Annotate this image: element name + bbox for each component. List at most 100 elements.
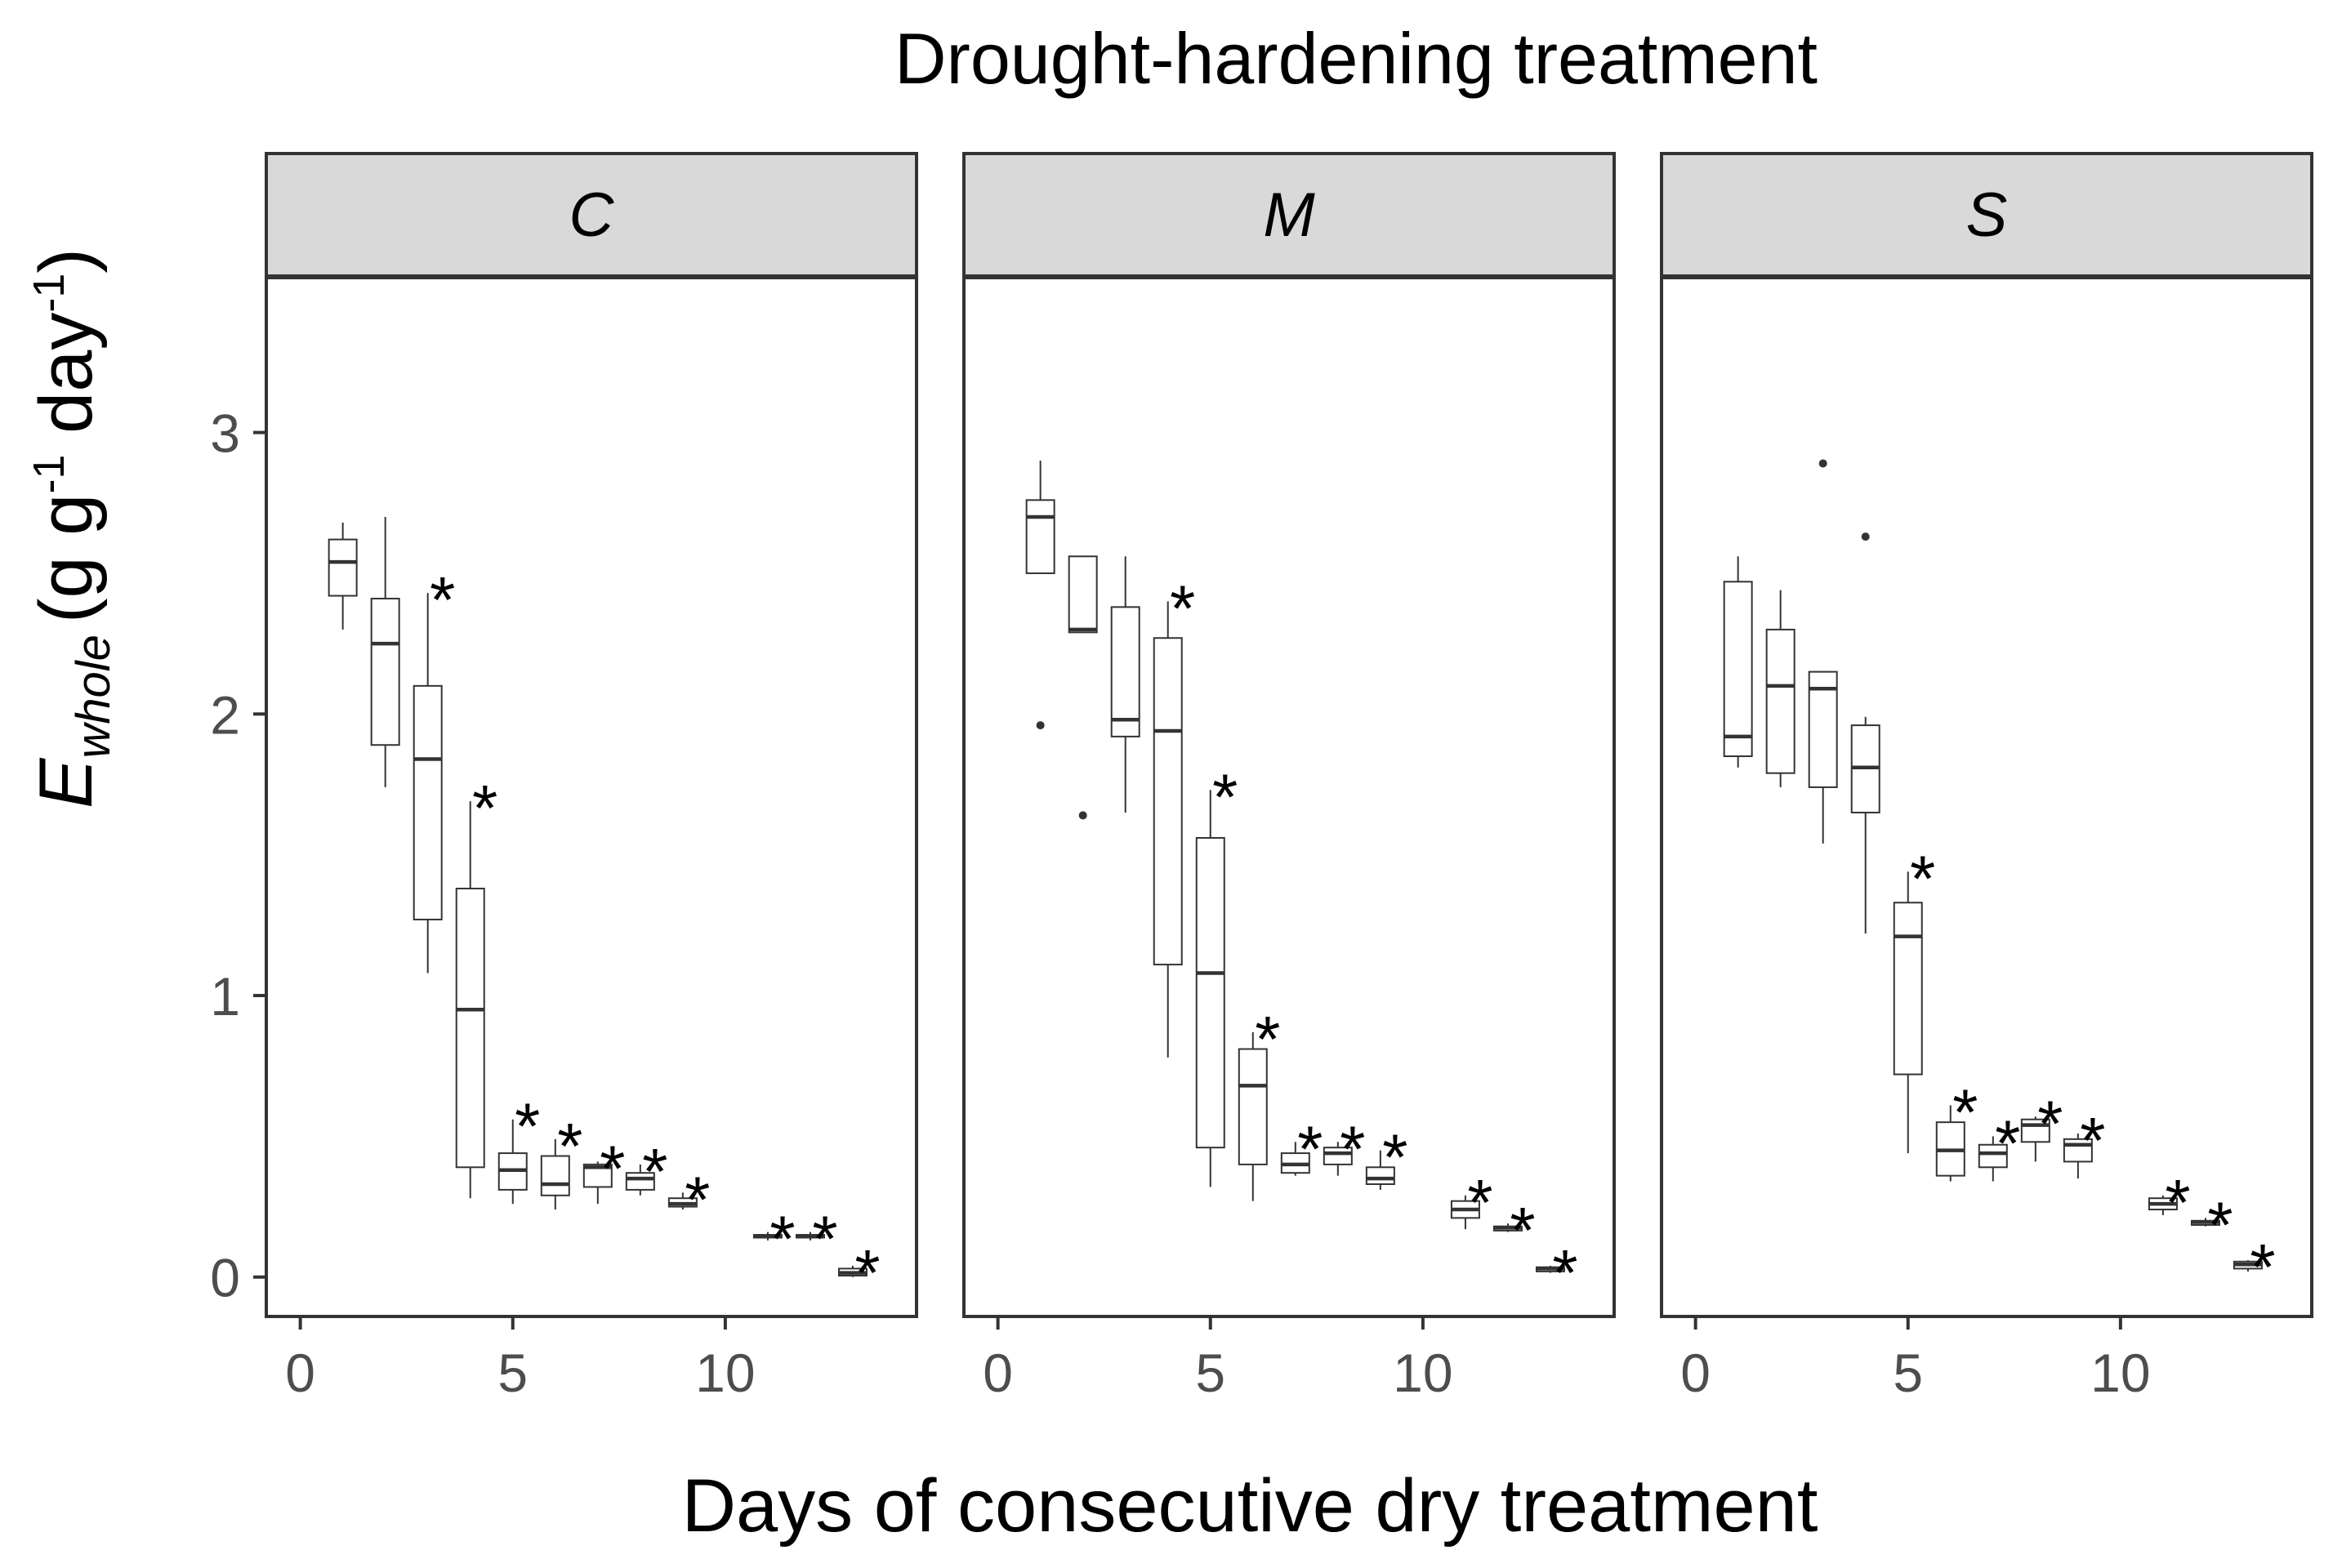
box-day-1: [328, 522, 358, 630]
box-iqr: [1978, 1143, 2008, 1169]
box-iqr: [413, 684, 443, 920]
y-tick-label: 2: [210, 684, 240, 745]
box-day-11: [2148, 1195, 2178, 1215]
strip-label-S: S: [1966, 180, 2008, 250]
box-day-12: [795, 1232, 825, 1241]
box-day-3: [1808, 459, 1838, 844]
strip-S: [1660, 152, 2313, 278]
plot-frame-C: [265, 276, 918, 1318]
box-day-5: [1195, 790, 1225, 1187]
box-iqr: [1025, 499, 1055, 574]
outlier-point: [1036, 721, 1045, 730]
y-label-exponent-1: -1: [25, 455, 74, 494]
box-day-7: [1280, 1142, 1310, 1176]
plot-frame-M: [962, 276, 1616, 1318]
y-tick-label: 3: [210, 403, 240, 464]
box-day-1: [1025, 461, 1055, 730]
box-day-6: [1238, 1031, 1268, 1201]
x-tick-label: 5: [497, 1343, 528, 1403]
x-tick-label: 0: [285, 1343, 315, 1403]
outlier-point: [1078, 811, 1087, 820]
box-iqr: [2063, 1138, 2093, 1163]
strip-M: [962, 152, 1616, 278]
x-axis-label: Days of consecutive dry treatment: [682, 1464, 1818, 1548]
significance-marker-day-3: *: [430, 564, 455, 636]
box-day-13: [837, 1265, 868, 1277]
y-label-subscript: whole: [67, 635, 120, 759]
box-day-6: [1935, 1105, 1965, 1182]
box-day-2: [1765, 590, 1795, 787]
significance-marker-day-4: *: [472, 772, 497, 844]
box-day-12: [2190, 1218, 2220, 1227]
strip-C: [265, 152, 918, 278]
significance-marker-day-5: *: [515, 1090, 540, 1163]
y-label-symbol: E: [25, 757, 108, 808]
box-day-8: [1323, 1142, 1353, 1176]
box-day-13: [2233, 1260, 2263, 1272]
box-iqr: [1808, 670, 1838, 788]
significance-marker-day-8: *: [2037, 1087, 2063, 1160]
significance-marker-day-11: *: [1467, 1166, 1492, 1239]
significance-marker-day-9: *: [685, 1163, 710, 1236]
box-day-1: [1723, 556, 1753, 768]
significance-marker-day-12: *: [812, 1203, 837, 1276]
y-tick-label: 1: [210, 966, 240, 1027]
significance-marker-day-13: *: [854, 1236, 880, 1309]
significance-marker-day-11: *: [2165, 1166, 2190, 1239]
box-iqr: [1153, 637, 1183, 966]
box-day-12: [1492, 1223, 1523, 1232]
panel-S: S0 5 10** * * ** **: [1660, 152, 2313, 1403]
box-day-8: [625, 1164, 655, 1196]
box-day-11: [1450, 1195, 1480, 1230]
significance-marker-day-13: *: [1552, 1236, 1577, 1309]
y-label-units-mid: day: [25, 313, 108, 455]
box-day-2: [370, 517, 400, 787]
y-tick-label: 0: [210, 1248, 240, 1308]
box-iqr: [455, 888, 485, 1169]
box-day-4: [1153, 601, 1183, 1058]
box-iqr: [1110, 606, 1140, 737]
significance-marker-day-8: *: [642, 1135, 667, 1208]
significance-marker-day-7: *: [600, 1132, 625, 1205]
x-tick-label: 10: [2090, 1343, 2150, 1403]
box-day-3: [413, 593, 443, 973]
significance-marker-day-12: *: [1510, 1194, 1535, 1267]
box-day-4: [1850, 532, 1880, 934]
box-day-4: [455, 801, 485, 1199]
box-day-9: [2063, 1133, 2093, 1179]
strip-label-C: C: [569, 180, 615, 250]
box-day-5: [1893, 871, 1923, 1154]
significance-marker-day-9: *: [1382, 1121, 1407, 1194]
y-label-units-close: ): [25, 248, 108, 274]
box-day-13: [1535, 1265, 1565, 1273]
box-iqr: [1893, 902, 1923, 1076]
significance-marker-day-5: *: [1212, 760, 1238, 833]
significance-marker-day-12: *: [2207, 1188, 2233, 1261]
x-tick-label: 5: [1893, 1343, 1923, 1403]
chart-title: Drought-hardening treatment: [894, 18, 1818, 99]
box-day-2: [1068, 555, 1098, 820]
x-tick-label: 10: [1393, 1343, 1452, 1403]
box-day-7: [582, 1161, 613, 1205]
box-iqr: [540, 1155, 570, 1196]
box-iqr: [1723, 581, 1753, 758]
box-iqr: [2020, 1118, 2050, 1143]
significance-marker-day-9: *: [2080, 1104, 2105, 1177]
box-day-9: [1365, 1150, 1395, 1190]
significance-marker-day-13: *: [2250, 1231, 2275, 1303]
box-day-6: [540, 1138, 570, 1210]
significance-marker-day-4: *: [1170, 572, 1195, 644]
outlier-point: [1818, 459, 1827, 468]
y-axis-label: Ewhole(g g-1 day-1): [25, 248, 120, 808]
box-iqr: [1068, 555, 1098, 634]
box-iqr: [370, 597, 400, 746]
significance-marker-day-6: *: [1952, 1076, 1978, 1148]
box-day-5: [497, 1119, 528, 1205]
x-tick-label: 0: [1680, 1343, 1711, 1403]
box-day-8: [2020, 1116, 2050, 1162]
significance-marker-day-6: *: [1255, 1003, 1280, 1076]
significance-marker-day-6: *: [557, 1110, 582, 1183]
